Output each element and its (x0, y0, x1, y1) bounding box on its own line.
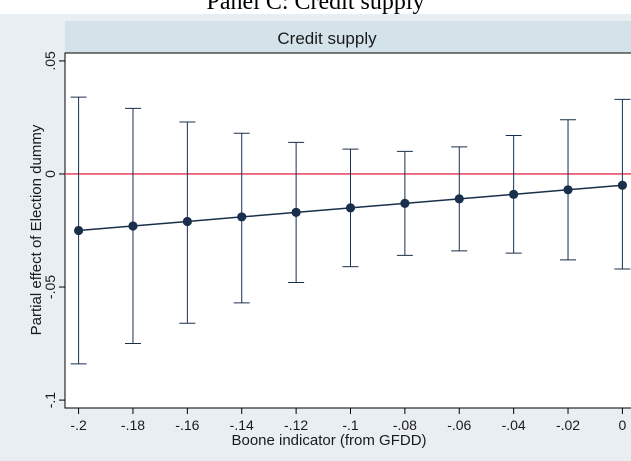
x-tick-label: -.08 (393, 417, 417, 433)
estimate-point (73, 225, 84, 236)
cut-off-panel-title: Panel C: Credit supply (206, 0, 425, 15)
y-tick-label: -.1 (42, 392, 58, 409)
estimate-point (509, 189, 519, 199)
chart-title: Credit supply (277, 29, 377, 48)
y-axis-label: Partial effect of Election dummy (28, 124, 45, 335)
x-tick-label: 0 (619, 417, 627, 433)
plot-area (64, 52, 631, 409)
estimate-point (454, 194, 464, 204)
x-tick-label: -.2 (70, 417, 87, 433)
estimate-point (182, 216, 192, 227)
x-tick-label: -.1 (342, 417, 359, 433)
x-tick-label: -.16 (175, 417, 199, 433)
estimate-point (563, 185, 573, 195)
x-tick-label: -.14 (230, 417, 254, 433)
estimate-point (400, 198, 410, 208)
title-band (65, 21, 631, 53)
x-tick-label: -.12 (284, 417, 308, 433)
x-tick-label: -.02 (556, 417, 580, 433)
x-axis-label: Boone indicator (from GFDD) (231, 432, 426, 449)
y-tick-label: 0 (42, 170, 58, 178)
x-tick-label: -.18 (121, 417, 145, 433)
x-tick-label: -.04 (502, 417, 526, 433)
estimate-point (237, 212, 247, 222)
x-tick-label: -.06 (447, 417, 471, 433)
y-tick-label: -.05 (42, 275, 58, 299)
y-tick-label: .05 (42, 51, 58, 71)
estimate-point (617, 180, 628, 190)
estimate-point (291, 207, 301, 218)
estimate-point (128, 221, 138, 231)
estimate-point (345, 203, 356, 213)
